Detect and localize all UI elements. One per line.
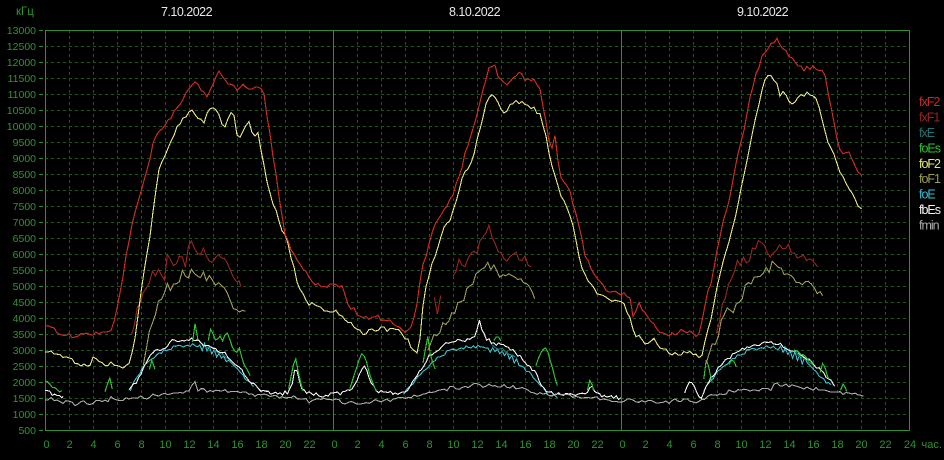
svg-text:fxF1: fxF1 xyxy=(919,111,940,125)
svg-text:8.10.2022: 8.10.2022 xyxy=(449,5,501,19)
svg-text:6: 6 xyxy=(690,439,696,451)
svg-text:7500: 7500 xyxy=(13,201,37,213)
svg-text:0: 0 xyxy=(619,439,625,451)
svg-text:2: 2 xyxy=(66,439,72,451)
svg-text:20: 20 xyxy=(855,439,867,451)
svg-text:18: 18 xyxy=(831,439,843,451)
svg-text:8: 8 xyxy=(138,439,144,451)
svg-text:20: 20 xyxy=(567,439,579,451)
svg-text:fmin: fmin xyxy=(919,218,940,232)
svg-text:22: 22 xyxy=(591,439,603,451)
svg-text:11000: 11000 xyxy=(8,89,37,101)
svg-text:11500: 11500 xyxy=(8,73,37,85)
svg-text:8: 8 xyxy=(714,439,720,451)
svg-text:7000: 7000 xyxy=(13,217,37,229)
svg-text:2000: 2000 xyxy=(13,377,37,389)
svg-text:10500: 10500 xyxy=(7,105,36,117)
svg-text:3000: 3000 xyxy=(13,345,37,357)
svg-text:12: 12 xyxy=(183,439,195,451)
svg-text:4: 4 xyxy=(90,439,96,451)
svg-text:8500: 8500 xyxy=(13,169,37,181)
svg-text:час.: час. xyxy=(922,439,942,451)
svg-text:18: 18 xyxy=(543,439,555,451)
svg-text:5000: 5000 xyxy=(13,281,37,293)
svg-text:9500: 9500 xyxy=(13,137,37,149)
svg-text:0: 0 xyxy=(331,439,337,451)
svg-text:10: 10 xyxy=(735,439,747,451)
svg-text:2: 2 xyxy=(354,439,360,451)
svg-text:10: 10 xyxy=(159,439,171,451)
svg-text:4: 4 xyxy=(666,439,672,451)
svg-text:3500: 3500 xyxy=(13,329,37,341)
svg-text:1500: 1500 xyxy=(13,393,37,405)
svg-text:12: 12 xyxy=(759,439,771,451)
svg-text:foF2: foF2 xyxy=(919,157,941,171)
svg-text:fbEs: fbEs xyxy=(919,203,941,217)
svg-text:foE: foE xyxy=(919,188,935,202)
svg-text:24: 24 xyxy=(904,439,916,451)
svg-text:12: 12 xyxy=(471,439,483,451)
svg-text:6: 6 xyxy=(114,439,120,451)
svg-text:8000: 8000 xyxy=(13,185,37,197)
svg-text:20: 20 xyxy=(279,439,291,451)
svg-text:0: 0 xyxy=(43,439,49,451)
svg-text:18: 18 xyxy=(255,439,267,451)
svg-text:16: 16 xyxy=(807,439,819,451)
svg-text:22: 22 xyxy=(303,439,315,451)
svg-text:2: 2 xyxy=(642,439,648,451)
svg-text:fxE: fxE xyxy=(919,126,935,140)
svg-text:2500: 2500 xyxy=(13,361,37,373)
svg-text:8: 8 xyxy=(426,439,432,451)
svg-text:10000: 10000 xyxy=(7,121,36,133)
svg-text:4: 4 xyxy=(378,439,384,451)
svg-text:6: 6 xyxy=(402,439,408,451)
svg-text:16: 16 xyxy=(231,439,243,451)
svg-text:fxF2: fxF2 xyxy=(919,95,940,109)
svg-text:foF1: foF1 xyxy=(919,172,941,186)
svg-text:9000: 9000 xyxy=(13,153,37,165)
svg-text:500: 500 xyxy=(18,425,36,437)
svg-text:14: 14 xyxy=(783,439,795,451)
svg-text:14: 14 xyxy=(495,439,507,451)
svg-text:14: 14 xyxy=(207,439,219,451)
svg-text:13000: 13000 xyxy=(7,25,36,37)
svg-text:12000: 12000 xyxy=(7,57,36,69)
svg-text:10: 10 xyxy=(447,439,459,451)
svg-text:6000: 6000 xyxy=(13,249,37,261)
svg-text:16: 16 xyxy=(519,439,531,451)
svg-text:1000: 1000 xyxy=(13,409,37,421)
svg-text:7.10.2022: 7.10.2022 xyxy=(161,5,213,19)
svg-text:9.10.2022: 9.10.2022 xyxy=(737,5,789,19)
svg-text:6500: 6500 xyxy=(13,233,37,245)
svg-text:4500: 4500 xyxy=(13,297,37,309)
svg-text:22: 22 xyxy=(879,439,891,451)
svg-text:4000: 4000 xyxy=(13,313,37,325)
svg-text:5500: 5500 xyxy=(13,265,37,277)
svg-text:кГц: кГц xyxy=(16,6,34,18)
svg-text:foEs: foEs xyxy=(919,141,941,155)
svg-text:12500: 12500 xyxy=(7,41,36,53)
